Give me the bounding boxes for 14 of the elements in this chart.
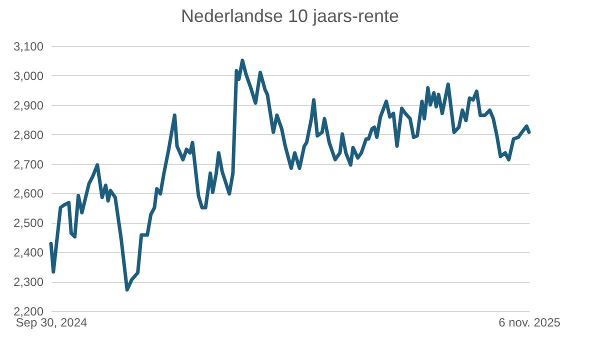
y-tick-label: 2,900: [13, 98, 44, 112]
y-tick-label: 3,100: [13, 40, 44, 54]
y-tick-label: 2,700: [13, 157, 44, 172]
y-tick-label: 2,600: [13, 186, 44, 201]
line-series: [49, 58, 531, 292]
y-tick-label: 2,300: [13, 275, 44, 290]
y-tick-label: 3,000: [13, 68, 44, 83]
chart-title: Nederlandse 10 jaars-rente: [180, 6, 400, 26]
x-tick-label: Sep 30, 2024: [16, 316, 88, 330]
y-tick-label: 2,400: [13, 246, 44, 260]
y-tick-label: 2,200: [13, 304, 44, 318]
y-tick-label: 2,800: [13, 128, 44, 142]
x-tick-label: 6 nov. 2025: [498, 316, 561, 330]
y-tick-label: 2,500: [13, 216, 44, 230]
